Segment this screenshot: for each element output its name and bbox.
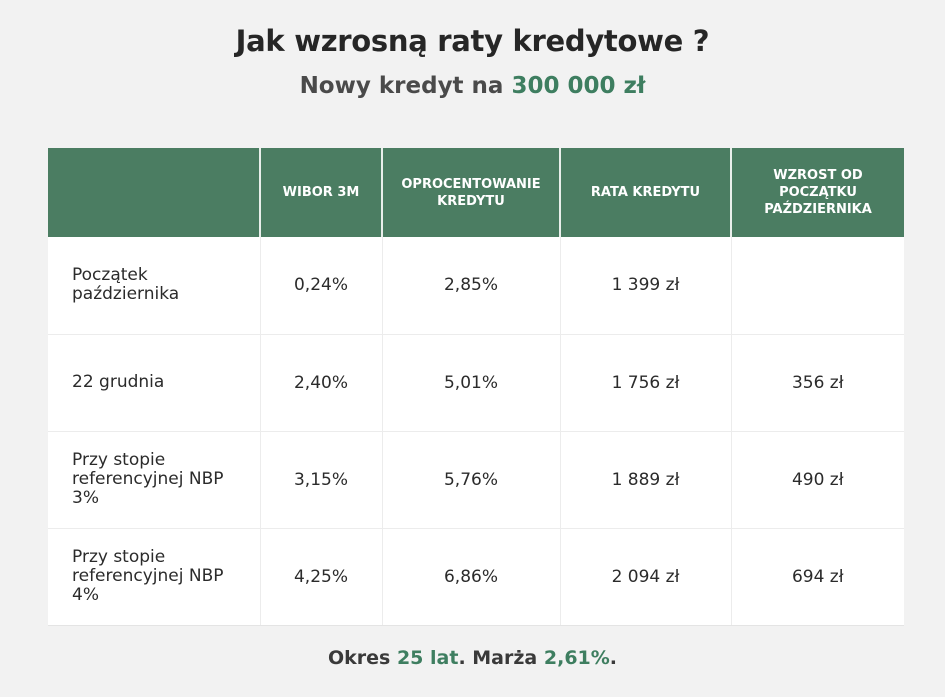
cell-increase: 490 zł [731,431,904,529]
cell-wibor: 4,25% [260,528,383,626]
table-row: Początek października 0,24% 2,85% 1 399 … [48,237,904,335]
loan-amount: 300 000 zł [511,73,646,99]
cell-installment: 1 756 zł [560,334,732,432]
subtitle-prefix: Nowy kredyt na [299,73,504,99]
page-subtitle: Nowy kredyt na 300 000 zł [0,73,945,99]
cell-installment: 1 889 zł [560,431,732,529]
cell-interest-rate: 5,76% [382,431,561,529]
table-row: Przy stopie referencyjnej NBP 4% 4,25% 6… [48,528,904,626]
table-row: 22 grudnia 2,40% 5,01% 1 756 zł 356 zł [48,334,904,432]
header-empty [48,148,261,237]
cell-installment: 1 399 zł [560,237,732,335]
header-installment: RATA KREDYTU [560,148,732,237]
footer-period: . [609,647,618,669]
row-label: Przy stopie referencyjnej NBP 3% [48,431,261,529]
header-wibor: WIBOR 3M [260,148,383,237]
row-label: Początek października [48,237,261,335]
cell-increase: 694 zł [731,528,904,626]
footer-margin-label: . Marża [458,647,538,669]
cell-increase: 356 zł [731,334,904,432]
cell-interest-rate: 6,86% [382,528,561,626]
cell-wibor: 3,15% [260,431,383,529]
row-label: Przy stopie referencyjnej NBP 4% [48,528,261,626]
table-row: Przy stopie referencyjnej NBP 3% 3,15% 5… [48,431,904,529]
cell-interest-rate: 5,01% [382,334,561,432]
header-increase: WZROST OD POCZĄTKU PAŹDZIERNIKA [731,148,904,237]
cell-installment: 2 094 zł [560,528,732,626]
cell-wibor: 2,40% [260,334,383,432]
footer-term-value: 25 lat [396,647,459,669]
cell-increase [731,237,904,335]
row-label: 22 grudnia [48,334,261,432]
table-header-row: WIBOR 3M OPROCENTOWANIE KREDYTU RATA KRE… [48,148,904,237]
footer-margin-value: 2,61% [543,647,610,669]
loan-installments-table: WIBOR 3M OPROCENTOWANIE KREDYTU RATA KRE… [48,148,904,626]
cell-interest-rate: 2,85% [382,237,561,335]
page-title: Jak wzrosną raty kredytowe ? [235,24,710,58]
header-interest-rate: OPROCENTOWANIE KREDYTU [382,148,561,237]
cell-wibor: 0,24% [260,237,383,335]
footer-note: Okres 25 lat. Marża 2,61%. [0,647,945,669]
footer-term-label: Okres [327,647,391,669]
